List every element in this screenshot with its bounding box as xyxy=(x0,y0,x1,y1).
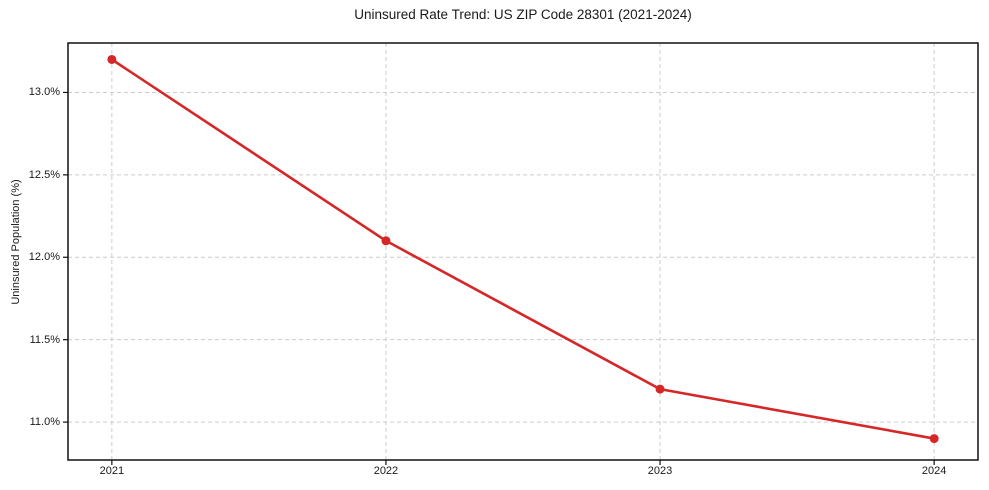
x-tick-label: 2022 xyxy=(373,465,399,477)
y-tick-label: 12.0% xyxy=(28,251,60,264)
trend-line xyxy=(110,58,936,440)
y-tick-label: 12.5% xyxy=(28,168,60,181)
y-tick-label: 11.0% xyxy=(29,416,60,429)
data-point xyxy=(381,236,391,246)
x-tick-label: 2024 xyxy=(921,465,947,477)
plot-frame xyxy=(67,42,979,461)
data-point xyxy=(107,54,117,64)
x-tick-label: 2023 xyxy=(647,465,673,477)
y-tick-label: 11.5% xyxy=(29,333,60,346)
chart-title: Uninsured Rate Trend: US ZIP Code 28301 … xyxy=(354,7,692,22)
y-tick-label: 13.0% xyxy=(28,86,60,99)
data-point xyxy=(655,384,665,394)
data-point xyxy=(929,434,939,444)
x-tick-label: 2021 xyxy=(99,465,125,477)
